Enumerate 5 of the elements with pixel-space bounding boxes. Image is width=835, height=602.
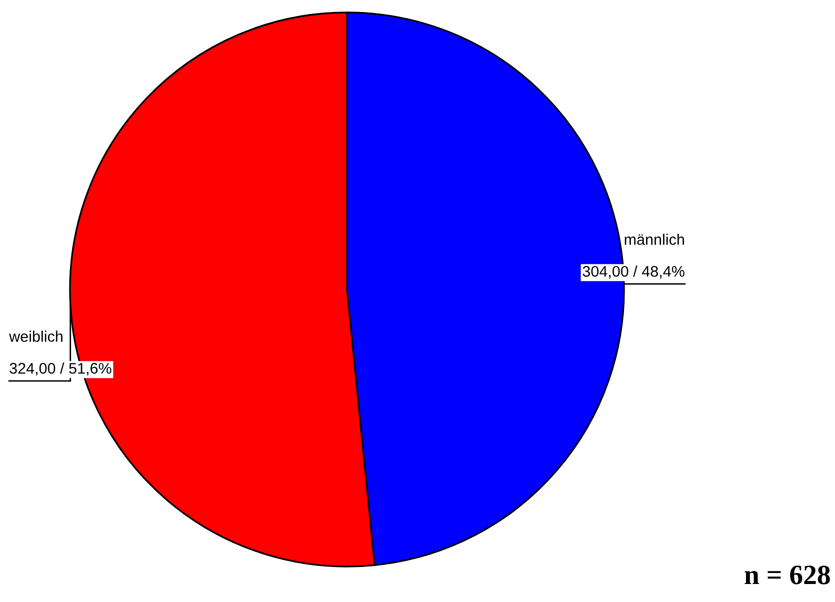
slice-label: männlich (624, 234, 684, 245)
data-label: 324,00 / 51,6% (10, 362, 112, 376)
data-label: 304,00 / 48,4% (582, 266, 684, 279)
text: n = 628 (744, 566, 830, 584)
slice-label: weiblich (9, 330, 62, 342)
